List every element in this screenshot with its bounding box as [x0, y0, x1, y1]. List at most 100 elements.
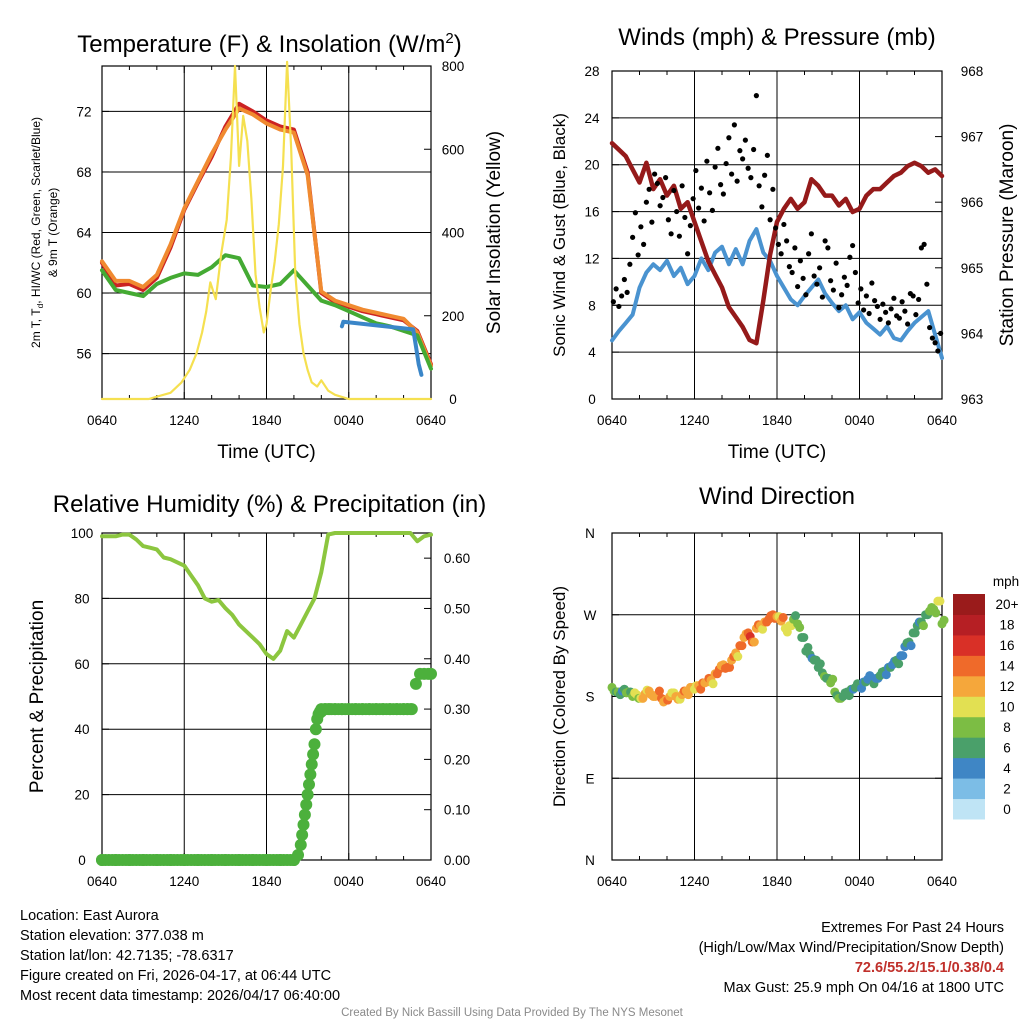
y-tick-label: 72 — [76, 104, 91, 119]
x-tick-label: 1240 — [169, 413, 199, 428]
colorbar-label: 8 — [1003, 720, 1011, 735]
x-tick-label: 0040 — [334, 413, 364, 428]
extremes-values: 72.6/55.2/15.1/0.38/0.4 — [854, 960, 1004, 976]
wind-direction-point — [725, 662, 735, 672]
station-location: Location: East Aurora — [20, 908, 159, 924]
gust-point — [888, 306, 894, 312]
wind-direction-point — [778, 612, 788, 622]
x-tick-label: 0040 — [844, 413, 874, 428]
extremes-info: Extremes For Past 24 Hours (High/Low/Max… — [699, 918, 1004, 998]
wind-direction-point — [708, 679, 718, 689]
x-tick-label: 1240 — [169, 874, 199, 889]
recent-timestamp: Most recent data timestamp: 2026/04/17 0… — [20, 988, 341, 1004]
y-right-tick-label: 0.20 — [444, 752, 470, 767]
y-tick-label: 64 — [76, 226, 92, 241]
y-right-tick-label: 963 — [961, 392, 984, 407]
station-latlon: Station lat/lon: 42.7135; -78.6317 — [20, 948, 234, 964]
gust-point — [885, 320, 891, 326]
panel-1-frame — [101, 65, 432, 400]
precip-point — [305, 758, 318, 771]
y-tick-label: 100 — [71, 526, 94, 541]
gust-point — [685, 251, 691, 257]
gust-point — [668, 231, 674, 237]
wind-direction-point — [828, 674, 838, 684]
panel-title: Winds (mph) & Pressure (mb) — [618, 24, 935, 51]
gust-point — [811, 273, 817, 279]
series-solar-insolation — [100, 60, 433, 401]
gust-point — [880, 301, 886, 307]
precip-point — [302, 778, 315, 791]
gust-point — [929, 335, 935, 341]
gust-point — [786, 264, 792, 270]
gust-point — [775, 241, 781, 247]
colorbar-label: 20+ — [996, 597, 1019, 612]
colorbar-swatch — [953, 675, 985, 697]
gust-point — [918, 245, 924, 251]
gust-point — [709, 207, 715, 213]
gust-point — [737, 148, 743, 154]
gust-point — [748, 175, 754, 181]
gust-point — [789, 269, 795, 276]
extremes-subheading: (High/Low/Max Wind/Precipitation/Snow De… — [698, 940, 1004, 956]
gust-point — [833, 260, 839, 266]
x-tick-label: 1240 — [679, 413, 709, 428]
gust-point — [696, 205, 702, 211]
gust-point — [756, 183, 762, 189]
gust-point — [803, 292, 809, 298]
gust-point — [916, 296, 922, 303]
y-right-axis-label: Solar Insolation (Yellow) — [484, 131, 505, 334]
gust-point — [863, 293, 869, 299]
y-right-tick-label: 964 — [961, 326, 984, 341]
wind-direction-point — [894, 659, 904, 669]
wind-direction-point — [931, 608, 941, 618]
gust-point — [641, 241, 647, 247]
y-tick-label: 56 — [76, 347, 91, 362]
gust-point — [921, 241, 927, 247]
gust-point — [715, 145, 721, 151]
wind-direction-point — [791, 611, 801, 621]
x-tick-label: 0640 — [416, 874, 446, 889]
y-right-tick-label: 0.10 — [444, 803, 470, 818]
station-elevation: Station elevation: 377.038 m — [20, 928, 204, 944]
x-tick-label: 0640 — [597, 413, 627, 428]
gust-point — [899, 299, 905, 305]
x-tick-label: 0640 — [87, 874, 117, 889]
precip-point — [297, 818, 310, 831]
gust-point — [764, 152, 770, 158]
x-tick-label: 0040 — [844, 874, 874, 889]
gust-point — [902, 308, 908, 314]
x-tick-label: 0640 — [597, 874, 627, 889]
gust-point — [770, 186, 776, 192]
series-relative-humidity — [100, 531, 433, 661]
wind-direction-point — [935, 596, 945, 606]
gust-point — [877, 316, 883, 322]
gust-point — [938, 330, 944, 336]
colorbar-swatch — [953, 696, 985, 718]
y-tick-label: 60 — [74, 657, 89, 672]
gust-point — [866, 310, 872, 317]
gust-point — [707, 190, 713, 196]
wind-direction-point — [898, 651, 908, 661]
wind-direction-point — [918, 621, 928, 631]
gust-point — [621, 276, 627, 283]
y-right-axis-label: Station Pressure (Maroon) — [997, 124, 1018, 347]
gust-point — [610, 299, 616, 305]
gust-point — [712, 164, 718, 170]
colorbar-swatch — [953, 778, 985, 800]
colorbar-title: mph — [993, 574, 1019, 589]
wind-direction-point — [881, 670, 891, 680]
gust-point — [924, 281, 930, 287]
colorbar-label: 0 — [1003, 802, 1011, 817]
colorbar-swatch — [953, 594, 985, 615]
gust-point — [690, 196, 696, 202]
gust-point — [687, 223, 693, 229]
y-right-tick-label: 965 — [961, 261, 984, 276]
wind-direction-point — [815, 659, 825, 669]
extremes-heading: Extremes For Past 24 Hours — [821, 920, 1004, 936]
colorbar-label: 14 — [999, 659, 1015, 674]
gust-point — [913, 312, 919, 318]
gust-point — [806, 251, 812, 257]
x-tick-label: 1840 — [251, 874, 281, 889]
colorbar-swatch — [953, 614, 985, 636]
y-axis-label: Percent & Precipitation — [27, 600, 48, 793]
